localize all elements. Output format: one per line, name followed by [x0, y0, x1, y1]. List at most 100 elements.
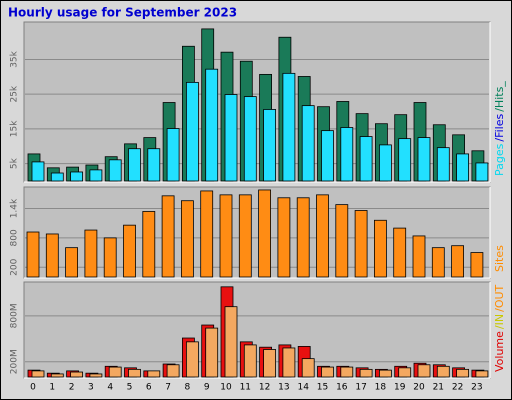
bar [26, 231, 40, 278]
y-tick-label: 1.4k [10, 198, 20, 218]
legend-entry: Pages [493, 143, 506, 176]
bar [147, 370, 161, 378]
x-tick-label: 15 [317, 383, 328, 393]
bar [451, 245, 465, 278]
x-tick-label: 17 [355, 383, 366, 393]
bar [436, 147, 450, 182]
bar [185, 341, 199, 378]
bar [161, 195, 175, 278]
legend-entry: /Hits_ [493, 81, 506, 112]
bar [108, 159, 122, 182]
bar [316, 194, 329, 278]
bar [456, 153, 470, 182]
bar [335, 204, 349, 278]
bar [412, 235, 426, 278]
bar [224, 306, 238, 378]
bar [142, 211, 156, 278]
bar [263, 349, 277, 378]
bar [321, 366, 334, 378]
legend-entry: Sites [493, 245, 506, 272]
legend-entry: /IN [493, 314, 506, 329]
legend-entry: /OUT [493, 284, 506, 311]
bar [321, 130, 334, 182]
legend-entry: Volume [493, 331, 506, 372]
bar [147, 148, 161, 182]
panel [23, 186, 491, 279]
bar [378, 144, 392, 182]
x-tick-label: 20 [413, 383, 425, 393]
bar [205, 327, 219, 378]
y-tick-label: 5k [10, 157, 20, 169]
x-tick-label: 10 [220, 383, 232, 393]
legend: Pages/Files/Hits_ [493, 81, 506, 176]
bar [258, 189, 272, 278]
bar [417, 364, 431, 378]
bar [84, 229, 98, 278]
x-tick-label: 4 [107, 383, 113, 393]
bar [378, 369, 392, 378]
bar [359, 368, 373, 378]
bar [354, 210, 368, 278]
bar [89, 169, 103, 182]
bar [470, 252, 484, 278]
bar [45, 233, 59, 278]
bar [359, 136, 373, 182]
bar [238, 194, 252, 278]
y-tick-label: 200 [10, 258, 20, 275]
bar [65, 247, 78, 278]
bar [398, 367, 412, 378]
x-tick-label: 1 [49, 383, 55, 393]
bar [50, 172, 64, 182]
x-tick-label: 14 [297, 383, 309, 393]
bar [31, 370, 45, 378]
x-tick-label: 18 [375, 383, 387, 393]
bar [393, 227, 407, 278]
bar [180, 200, 194, 278]
bar [475, 162, 489, 182]
bar [456, 368, 470, 378]
bar [243, 344, 257, 378]
bar [282, 72, 296, 182]
bar [263, 109, 277, 182]
x-tick-label: 0 [30, 383, 36, 393]
y-tick-label: 800M [10, 303, 20, 328]
bar [128, 148, 141, 182]
bar [373, 219, 387, 278]
bar [301, 358, 315, 378]
bar [70, 171, 83, 182]
x-tick-label: 21 [433, 383, 444, 393]
bar [103, 237, 117, 278]
bar [70, 371, 83, 378]
y-tick-label: 200M [10, 349, 20, 374]
x-tick-label: 16 [336, 383, 348, 393]
bar [296, 197, 310, 278]
bar [50, 373, 64, 378]
bar [431, 247, 445, 278]
bar [166, 128, 180, 182]
bar [436, 365, 450, 378]
x-tick-label: 12 [259, 383, 270, 393]
x-tick-label: 2 [69, 383, 75, 393]
legend: Volume/IN/OUT [493, 284, 506, 372]
bar [89, 373, 103, 378]
bar [128, 368, 141, 378]
bar [243, 96, 257, 182]
bar [166, 364, 180, 378]
y-tick-label: 800 [10, 229, 20, 246]
bar [224, 94, 238, 182]
y-tick-label: 35k [10, 50, 20, 67]
x-tick-label: 23 [471, 383, 482, 393]
bar [200, 190, 214, 278]
legend: Sites [493, 245, 506, 272]
bar [219, 194, 233, 278]
x-tick-label: 9 [204, 383, 210, 393]
legend-entry: /Files [493, 114, 506, 142]
x-tick-label: 3 [88, 383, 94, 393]
chart-title: Hourly usage for September 2023 [8, 6, 237, 20]
x-tick-label: 8 [185, 383, 191, 393]
bar [277, 197, 291, 278]
bar [123, 224, 136, 278]
bar [108, 366, 122, 378]
bar [340, 366, 354, 378]
